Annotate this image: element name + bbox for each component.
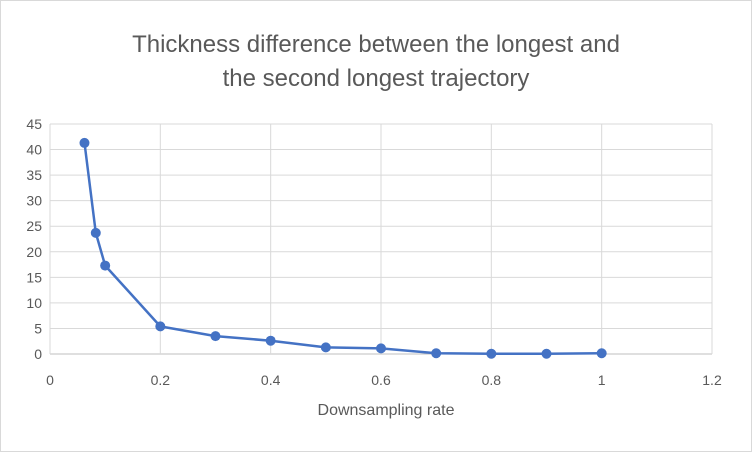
data-point [376, 343, 386, 354]
data-point [155, 321, 166, 332]
x-tick-label: 1.2 [702, 372, 722, 388]
x-tick-label: 0 [46, 372, 54, 388]
data-point [431, 348, 442, 359]
y-tick-label: 0 [34, 346, 42, 362]
chart-title-line-2: the second longest trajectory [222, 65, 530, 92]
y-tick-label: 25 [26, 218, 42, 234]
chart-title: Thickness difference between the longest… [0, 28, 752, 96]
x-axis-title: Downsampling rate [318, 402, 455, 419]
x-tick-label: 0.6 [371, 372, 391, 388]
chart-title-line-1: Thickness difference between the longest… [132, 31, 620, 58]
x-tick-label: 0.8 [482, 372, 502, 388]
y-tick-label: 5 [34, 320, 42, 336]
y-tick-label: 45 [26, 116, 42, 132]
series-line [83, 142, 602, 355]
data-point [320, 342, 331, 353]
axes: 0 5 10 15 20 25 30 35 40 45 0 0.2 0.4 0.6 0.8 1 1.2 [26, 116, 722, 388]
data-point [90, 227, 101, 238]
y-tick-label: 15 [26, 269, 42, 285]
y-tick-label: 20 [26, 244, 42, 260]
y-tick-label: 10 [26, 295, 42, 311]
y-tick-label: 40 [26, 142, 42, 158]
x-tick-label: 1 [598, 372, 606, 388]
y-tick-label: 35 [26, 167, 42, 183]
data-point [541, 348, 552, 359]
data-point [79, 137, 90, 148]
y-tick-label: 30 [26, 193, 42, 209]
x-tick-label: 0.2 [151, 372, 171, 388]
x-tick-label: 0.4 [261, 372, 281, 388]
gridlines [49, 123, 713, 355]
data-point [265, 335, 276, 346]
series [79, 137, 607, 359]
data-point [100, 260, 111, 271]
data-point [486, 348, 497, 359]
data-point [596, 348, 607, 359]
data-point [210, 331, 221, 342]
